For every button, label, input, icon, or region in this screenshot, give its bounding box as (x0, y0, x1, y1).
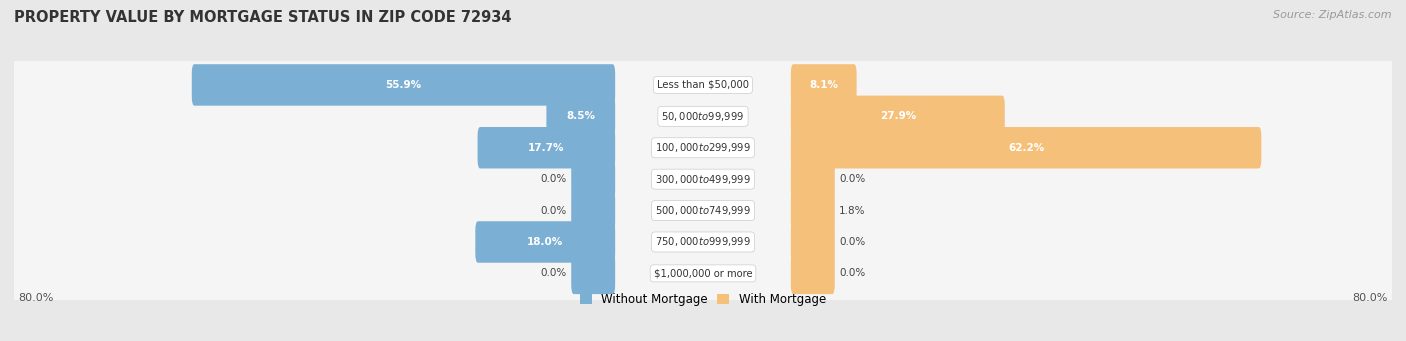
Text: $50,000 to $99,999: $50,000 to $99,999 (661, 110, 745, 123)
FancyBboxPatch shape (790, 159, 835, 200)
FancyBboxPatch shape (790, 221, 835, 263)
Text: $300,000 to $499,999: $300,000 to $499,999 (655, 173, 751, 186)
FancyBboxPatch shape (11, 85, 1395, 147)
FancyBboxPatch shape (790, 95, 1005, 137)
FancyBboxPatch shape (547, 95, 616, 137)
Text: 0.0%: 0.0% (541, 174, 567, 184)
Text: 0.0%: 0.0% (839, 268, 865, 278)
FancyBboxPatch shape (790, 64, 856, 106)
Text: Less than $50,000: Less than $50,000 (657, 80, 749, 90)
Text: 0.0%: 0.0% (839, 174, 865, 184)
Text: 1.8%: 1.8% (839, 206, 866, 216)
Text: $100,000 to $299,999: $100,000 to $299,999 (655, 141, 751, 154)
Text: $500,000 to $749,999: $500,000 to $749,999 (655, 204, 751, 217)
FancyBboxPatch shape (11, 148, 1395, 210)
Text: PROPERTY VALUE BY MORTGAGE STATUS IN ZIP CODE 72934: PROPERTY VALUE BY MORTGAGE STATUS IN ZIP… (14, 10, 512, 25)
FancyBboxPatch shape (191, 64, 616, 106)
FancyBboxPatch shape (11, 179, 1395, 242)
Text: 8.5%: 8.5% (567, 112, 595, 121)
Text: 0.0%: 0.0% (541, 268, 567, 278)
Text: 17.7%: 17.7% (529, 143, 565, 153)
Text: 0.0%: 0.0% (541, 206, 567, 216)
Text: Source: ZipAtlas.com: Source: ZipAtlas.com (1274, 10, 1392, 20)
Text: 8.1%: 8.1% (810, 80, 838, 90)
FancyBboxPatch shape (790, 190, 835, 231)
Text: 55.9%: 55.9% (385, 80, 422, 90)
Text: 27.9%: 27.9% (880, 112, 915, 121)
FancyBboxPatch shape (11, 211, 1395, 273)
FancyBboxPatch shape (11, 242, 1395, 305)
FancyBboxPatch shape (790, 253, 835, 294)
FancyBboxPatch shape (11, 54, 1395, 116)
Text: 80.0%: 80.0% (1353, 293, 1388, 303)
FancyBboxPatch shape (790, 127, 1261, 168)
FancyBboxPatch shape (571, 190, 616, 231)
FancyBboxPatch shape (478, 127, 616, 168)
Text: $1,000,000 or more: $1,000,000 or more (654, 268, 752, 278)
Text: 18.0%: 18.0% (527, 237, 564, 247)
Text: 80.0%: 80.0% (18, 293, 53, 303)
Text: $750,000 to $999,999: $750,000 to $999,999 (655, 236, 751, 249)
FancyBboxPatch shape (11, 117, 1395, 179)
Text: 0.0%: 0.0% (839, 237, 865, 247)
FancyBboxPatch shape (571, 253, 616, 294)
FancyBboxPatch shape (475, 221, 616, 263)
FancyBboxPatch shape (571, 159, 616, 200)
Legend: Without Mortgage, With Mortgage: Without Mortgage, With Mortgage (581, 293, 825, 306)
Text: 62.2%: 62.2% (1008, 143, 1045, 153)
